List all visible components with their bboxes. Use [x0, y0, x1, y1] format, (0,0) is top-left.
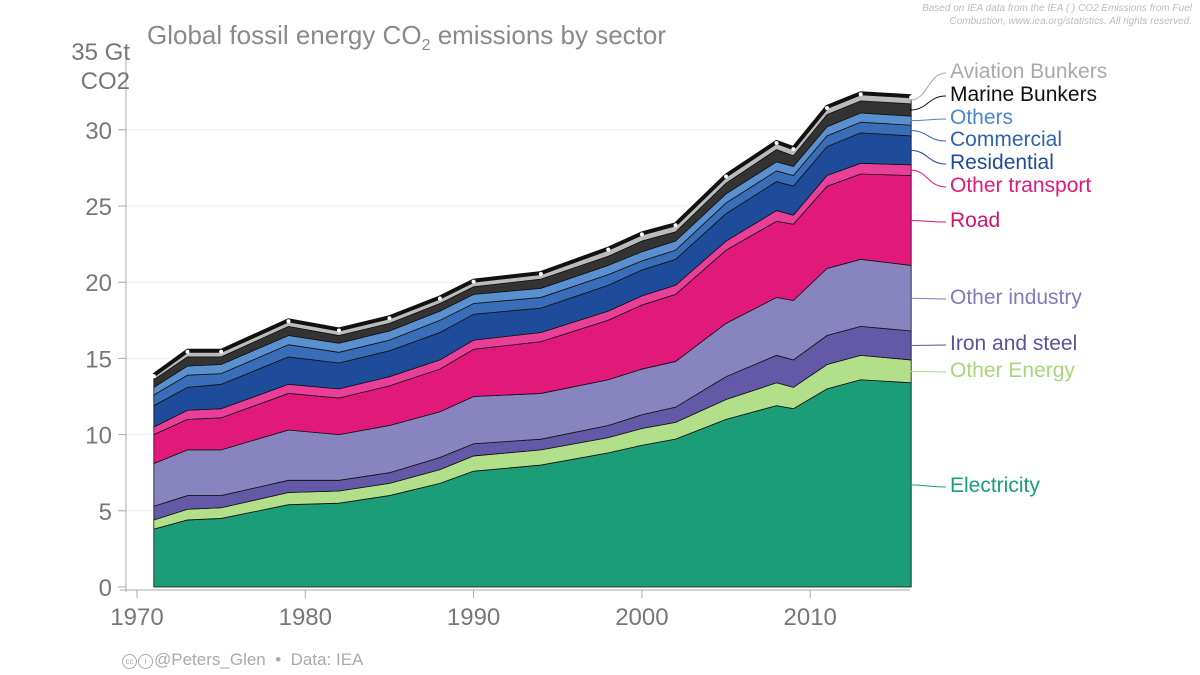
- total-point: [825, 105, 830, 110]
- data-source: Data: IEA: [290, 650, 364, 669]
- total-point: [774, 140, 779, 145]
- series-label: Electricity: [950, 474, 1040, 497]
- series-label: Others: [950, 106, 1014, 129]
- label-leader-line: [909, 72, 947, 101]
- label-leader-line: [909, 370, 947, 373]
- total-point: [185, 349, 190, 354]
- series-label: Other industry: [950, 286, 1082, 309]
- label-leader-line: [909, 169, 947, 188]
- x-tick-label: 2000: [615, 604, 668, 631]
- series-label: Iron and steel: [950, 332, 1078, 355]
- total-point: [151, 374, 156, 379]
- series-label: Commercial: [950, 128, 1063, 151]
- series-label: Road: [950, 209, 1001, 232]
- total-point: [791, 147, 796, 152]
- total-point: [387, 316, 392, 321]
- series-label: Other transport: [950, 174, 1092, 197]
- by-icon: i: [138, 654, 153, 669]
- series-label: Aviation Bunkers: [950, 60, 1108, 83]
- series-label: Residential: [950, 151, 1054, 174]
- total-point: [538, 272, 543, 277]
- total-point: [606, 247, 611, 252]
- label-leader-line: [909, 219, 947, 223]
- separator: •: [275, 650, 282, 669]
- y-tick-label: 20: [85, 270, 112, 297]
- total-point: [858, 92, 863, 97]
- label-leader-line: [909, 297, 947, 300]
- label-leader-line: [909, 95, 947, 111]
- series-label: Other Energy: [950, 359, 1075, 382]
- label-leader-line: [909, 484, 947, 488]
- cc-icon: cc: [122, 654, 137, 669]
- y-tick-label: 15: [85, 346, 112, 373]
- author-handle: @Peters_Glen: [154, 650, 266, 669]
- x-tick-label: 2010: [784, 604, 837, 631]
- series-label: Marine Bunkers: [950, 83, 1098, 106]
- label-leader-line: [909, 118, 947, 122]
- x-tick-label: 1970: [110, 604, 163, 631]
- total-point: [336, 328, 341, 333]
- y-tick-label: 30: [85, 118, 112, 145]
- chart-title: Global fossil energy CO2 emissions by se…: [147, 20, 666, 55]
- x-tick-label: 1990: [447, 604, 500, 631]
- total-point: [639, 232, 644, 237]
- label-leader-line: [909, 130, 947, 142]
- total-point: [219, 349, 224, 354]
- source-note: Based on IEA data from the IEA ( ) CO2 E…: [922, 3, 1192, 27]
- y-tick-label: 5: [99, 499, 112, 526]
- x-tick-label: 1980: [279, 604, 332, 631]
- label-leader-line: [909, 149, 947, 165]
- total-point: [724, 174, 729, 179]
- total-point: [437, 296, 442, 301]
- footer: cc i @Peters_Glen • Data: IEA: [122, 650, 363, 670]
- total-point: [673, 223, 678, 228]
- y-axis-label: 35 Gt CO2: [71, 39, 130, 95]
- total-point: [909, 95, 914, 100]
- total-outline: [152, 91, 912, 377]
- y-tick-label: 25: [85, 194, 112, 221]
- total-point: [286, 319, 291, 324]
- total-point: [471, 279, 476, 284]
- y-tick-label: 10: [85, 423, 112, 450]
- y-tick-label: 0: [99, 575, 112, 602]
